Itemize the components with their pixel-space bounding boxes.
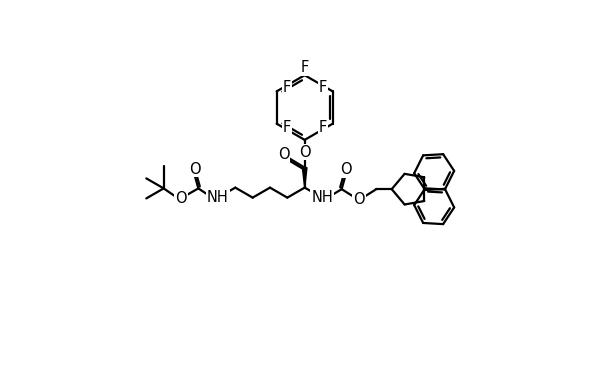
Text: O: O — [299, 145, 311, 160]
Text: NH: NH — [311, 190, 333, 205]
Text: F: F — [319, 120, 326, 135]
Text: O: O — [340, 162, 352, 177]
Text: O: O — [353, 192, 365, 207]
Text: O: O — [190, 162, 201, 176]
Text: F: F — [319, 80, 326, 95]
Polygon shape — [302, 168, 307, 188]
Text: O: O — [278, 147, 289, 162]
Text: F: F — [300, 60, 309, 75]
Text: F: F — [283, 80, 291, 95]
Text: F: F — [283, 120, 291, 135]
Text: O: O — [175, 191, 187, 206]
Text: NH: NH — [207, 190, 229, 205]
